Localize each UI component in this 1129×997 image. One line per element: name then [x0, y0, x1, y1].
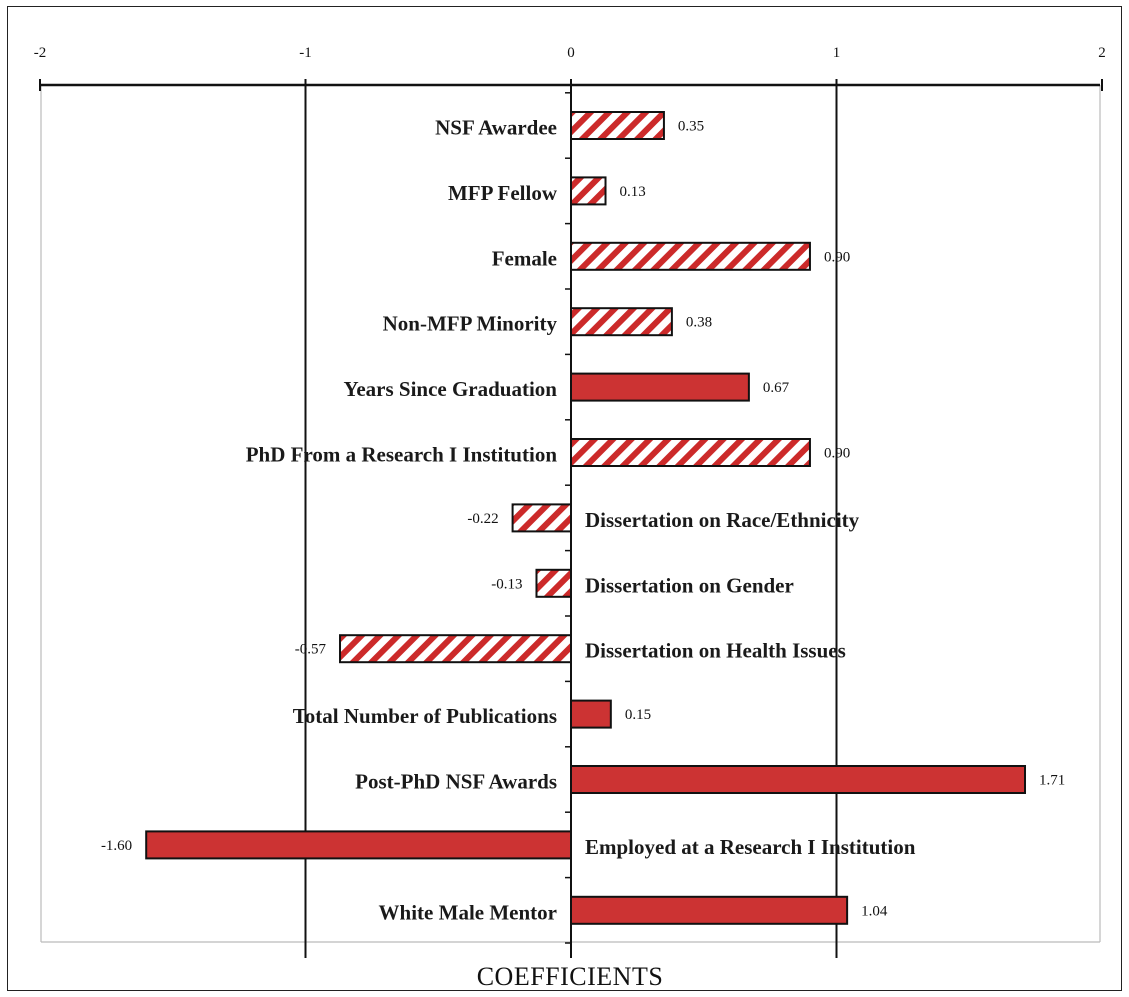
bar-4 — [570, 372, 750, 402]
category-label-2: Female — [492, 246, 557, 270]
value-label-6: -0.22 — [467, 511, 498, 527]
category-label-3: Non-MFP Minority — [383, 312, 558, 336]
bar-9 — [570, 699, 612, 729]
value-label-7: -0.13 — [491, 576, 522, 592]
category-label-11: Employed at a Research I Institution — [585, 835, 916, 859]
category-label-4: Years Since Graduation — [343, 377, 557, 401]
bar-10 — [570, 765, 1027, 794]
value-label-9: 0.15 — [625, 707, 651, 723]
x-axis-title: COEFFICIENTS — [477, 962, 664, 991]
value-label-12: 1.04 — [861, 903, 888, 919]
category-label-0: NSF Awardee — [435, 116, 557, 140]
value-label-2: 0.90 — [824, 249, 850, 265]
value-label-11: -1.60 — [101, 838, 132, 854]
category-label-6: Dissertation on Race/Ethnicity — [585, 508, 860, 532]
category-label-5: PhD From a Research I Institution — [246, 443, 558, 467]
value-label-10: 1.71 — [1039, 773, 1065, 789]
x-tick-label-2: 0 — [567, 45, 575, 61]
bar-5 — [570, 438, 811, 467]
value-label-0: 0.35 — [678, 119, 704, 135]
bar-3 — [570, 307, 673, 337]
value-label-4: 0.67 — [763, 380, 790, 396]
category-label-12: White Male Mentor — [379, 900, 557, 924]
x-tick-label-4: 2 — [1098, 45, 1106, 61]
bar-1 — [570, 176, 607, 206]
bar-8 — [339, 634, 573, 664]
category-label-8: Dissertation on Health Issues — [585, 639, 846, 663]
bar-12 — [570, 895, 849, 925]
category-label-1: MFP Fellow — [448, 181, 558, 205]
plot-area: -2 -1 0 1 2 0.35 NSF Awardee 0.13 MFP Fellow 0.90… — [34, 45, 1106, 958]
category-label-10: Post-PhD NSF Awards — [355, 770, 557, 794]
x-tick-label-1: -1 — [299, 45, 312, 61]
chart-frame — [7, 6, 1122, 991]
bar-6 — [511, 503, 573, 533]
bar-0 — [570, 111, 665, 140]
bar-7 — [535, 568, 572, 598]
category-label-9: Total Number of Publications — [293, 704, 557, 728]
category-label-7: Dissertation on Gender — [585, 573, 794, 597]
value-label-3: 0.38 — [686, 315, 712, 331]
x-tick-label-0: -2 — [34, 45, 47, 61]
x-tick-label-3: 1 — [833, 45, 841, 61]
value-label-5: 0.90 — [824, 446, 850, 462]
value-label-8: -0.57 — [295, 642, 327, 658]
bar-11 — [145, 830, 572, 860]
value-label-1: 0.13 — [620, 184, 646, 200]
bar-2 — [570, 241, 811, 271]
